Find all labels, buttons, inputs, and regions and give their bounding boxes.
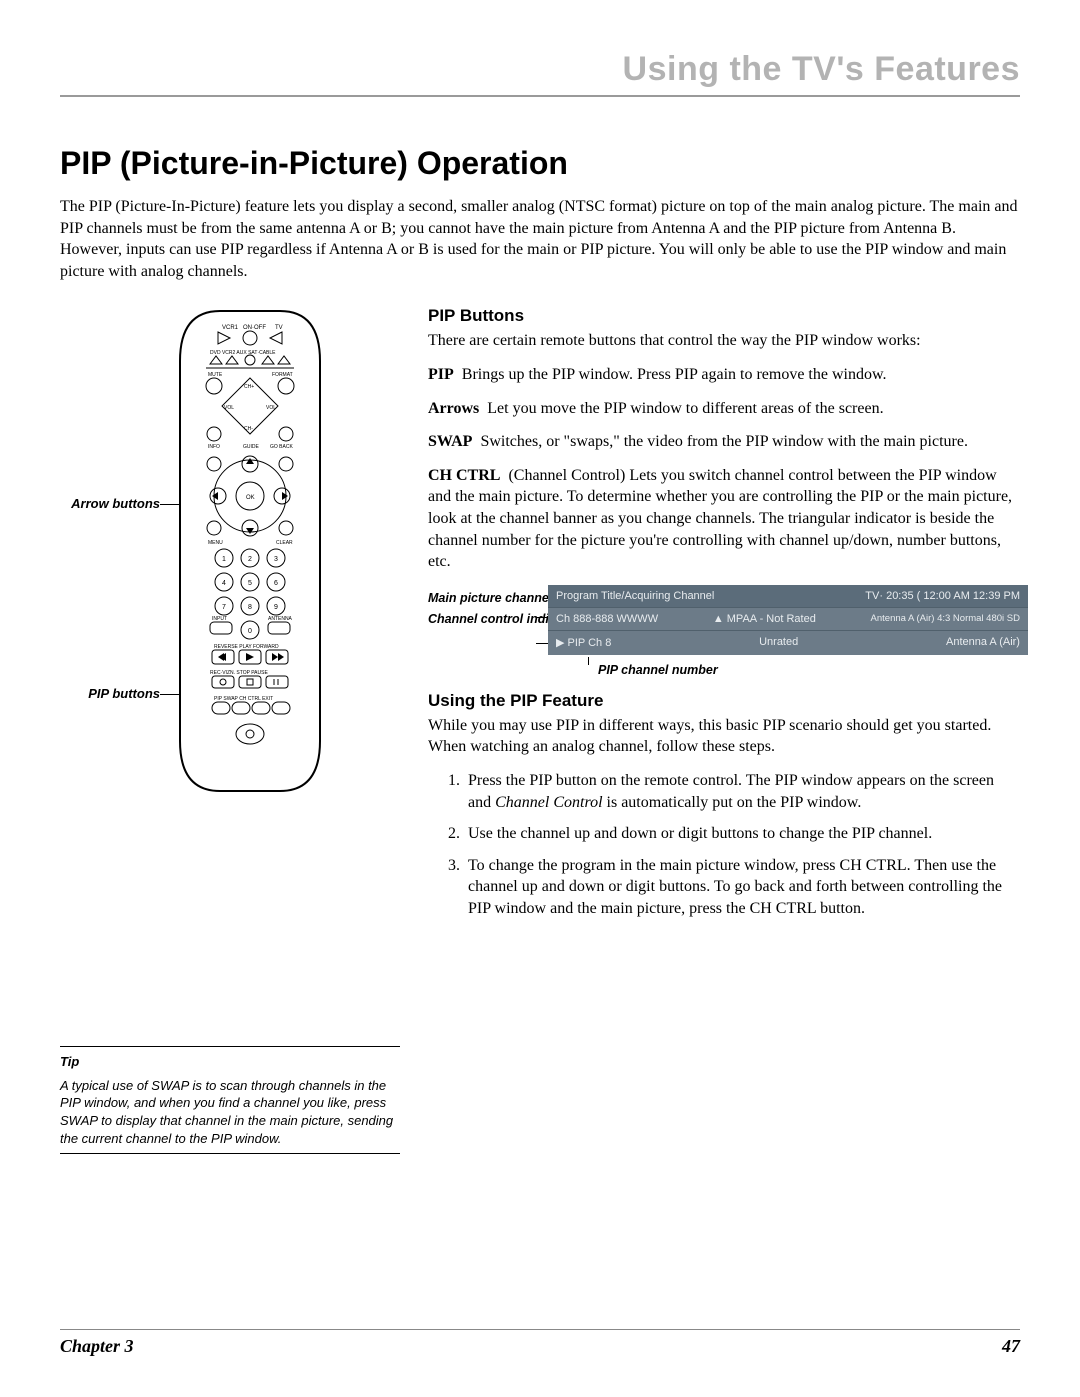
step-1: Press the PIP button on the remote contr… — [464, 770, 1020, 813]
pip-buttons-lead: There are certain remote buttons that co… — [428, 330, 1020, 352]
step-2: Use the channel up and down or digit but… — [464, 823, 1020, 845]
remote-control-icon: VCR1 ON·OFF TV DVD VCR2 AUX SAT·CABLE MU… — [170, 306, 330, 796]
svg-text:MUTE: MUTE — [208, 372, 223, 378]
footer-page: 47 — [1002, 1336, 1020, 1357]
svg-text:CH+: CH+ — [244, 384, 254, 390]
osd-row-main: Ch 888-888 WWWW▲ MPAA - Not RatedAntenna… — [548, 608, 1028, 631]
tip-title: Tip — [60, 1053, 400, 1071]
svg-text:REC·VIZN. STOP PAUSE: REC·VIZN. STOP PAUSE — [210, 670, 268, 676]
svg-text:INFO: INFO — [208, 444, 220, 450]
svg-text:7: 7 — [222, 604, 226, 611]
svg-text:REVERSE PLAY FORWARD: REVERSE PLAY FORWARD — [214, 644, 279, 650]
header-rule — [60, 95, 1020, 97]
right-column: PIP Buttons There are certain remote but… — [428, 306, 1020, 1160]
pip-btn-item-1: Arrows Let you move the PIP window to di… — [428, 398, 1020, 420]
svg-text:VCR1: VCR1 — [222, 325, 239, 331]
svg-text:DVD VCR2 AUX SAT·CABLE: DVD VCR2 AUX SAT·CABLE — [210, 350, 276, 356]
svg-text:ANTENNA: ANTENNA — [268, 616, 293, 622]
svg-text:0: 0 — [248, 628, 252, 635]
tip-rule-bottom — [60, 1153, 400, 1154]
svg-text:VOL: VOL — [224, 405, 234, 411]
svg-text:OK: OK — [246, 495, 255, 501]
tip-rule-top — [60, 1046, 400, 1047]
svg-text:MENU: MENU — [208, 540, 223, 546]
callout-arrow-buttons: Arrow buttons — [60, 496, 160, 511]
intro-paragraph: The PIP (Picture-In-Picture) feature let… — [60, 196, 1020, 282]
section-header: Using the TV's Features — [60, 50, 1020, 95]
svg-text:5: 5 — [248, 580, 252, 587]
osd-label-pipch: PIP channel number — [598, 663, 718, 677]
using-pip-lead: While you may use PIP in different ways,… — [428, 715, 1020, 758]
svg-text:1: 1 — [222, 556, 226, 563]
osd-screenshot: Program Title/Acquiring ChannelTV· 20:35… — [548, 585, 1028, 655]
page-title: PIP (Picture-in-Picture) Operation — [60, 145, 1020, 182]
leader-line — [588, 657, 589, 665]
svg-text:VOL: VOL — [266, 405, 276, 411]
using-pip-steps: Press the PIP button on the remote contr… — [428, 770, 1020, 920]
svg-text:4: 4 — [222, 580, 226, 587]
osd-figure: Main picture channel number Channel cont… — [428, 585, 1020, 685]
pip-buttons-heading: PIP Buttons — [428, 306, 1020, 326]
pip-btn-item-3: CH CTRL (Channel Control) Lets you switc… — [428, 465, 1020, 573]
osd-row-pip: ▶ PIP Ch 8UnratedAntenna A (Air) — [548, 631, 1028, 654]
svg-text:CLEAR: CLEAR — [276, 540, 293, 546]
svg-text:ON·OFF: ON·OFF — [243, 325, 266, 331]
svg-text:3: 3 — [274, 556, 278, 563]
using-pip-heading: Using the PIP Feature — [428, 691, 1020, 711]
svg-text:8: 8 — [248, 604, 252, 611]
svg-text:6: 6 — [274, 580, 278, 587]
svg-text:GO BACK: GO BACK — [270, 444, 293, 450]
page-footer: Chapter 3 47 — [60, 1329, 1020, 1357]
svg-text:PIP SWAP CH CTRL EXIT: PIP SWAP CH CTRL EXIT — [214, 696, 273, 702]
left-column: Arrow buttons PIP buttons VCR1 ON·OFF TV — [60, 306, 400, 1160]
svg-text:INPUT: INPUT — [212, 616, 227, 622]
svg-text:TV: TV — [275, 325, 283, 331]
svg-text:FORMAT: FORMAT — [272, 372, 293, 378]
svg-text:GUIDE: GUIDE — [243, 444, 260, 450]
pip-btn-item-2: SWAP Switches, or "swaps," the video fro… — [428, 431, 1020, 453]
callout-pip-buttons: PIP buttons — [60, 686, 160, 701]
tip-box: Tip A typical use of SWAP is to scan thr… — [60, 1046, 400, 1154]
svg-text:9: 9 — [274, 604, 278, 611]
content-columns: Arrow buttons PIP buttons VCR1 ON·OFF TV — [60, 306, 1020, 1160]
osd-row-title: Program Title/Acquiring ChannelTV· 20:35… — [548, 585, 1028, 608]
step-3: To change the program in the main pictur… — [464, 855, 1020, 920]
pip-btn-item-0: PIP Brings up the PIP window. Press PIP … — [428, 364, 1020, 386]
svg-text:2: 2 — [248, 556, 252, 563]
remote-figure: Arrow buttons PIP buttons VCR1 ON·OFF TV — [60, 306, 400, 806]
footer-chapter: Chapter 3 — [60, 1336, 134, 1357]
svg-text:CH-: CH- — [244, 426, 253, 432]
tip-body: A typical use of SWAP is to scan through… — [60, 1077, 400, 1147]
